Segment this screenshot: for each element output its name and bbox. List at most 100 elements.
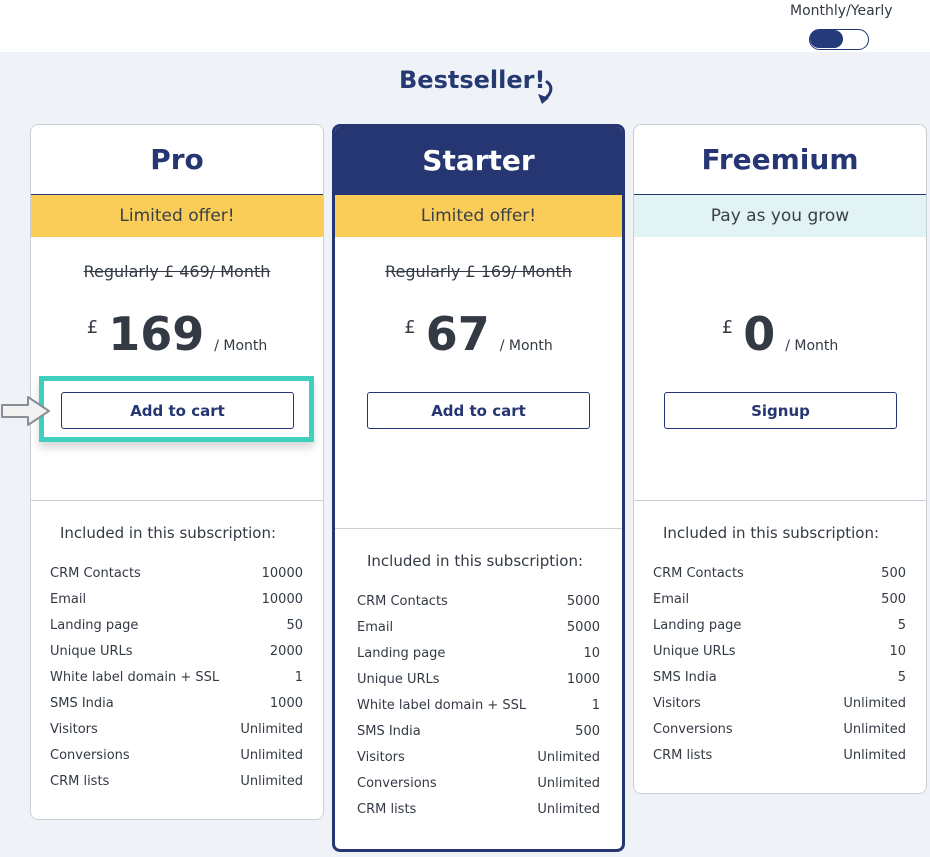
feature-label: Visitors xyxy=(357,750,405,765)
feature-row: Visitors Unlimited xyxy=(357,750,600,776)
add-to-cart-button[interactable]: Add to cart xyxy=(61,392,294,429)
included-title: Included in this subscription: xyxy=(663,524,880,542)
divider xyxy=(31,500,323,501)
feature-list: CRM Contacts 5000 Email 5000 Landing page 10 U… xyxy=(357,594,600,828)
feature-value: 10000 xyxy=(261,592,303,607)
feature-label: Visitors xyxy=(653,696,701,711)
feature-row: Visitors Unlimited xyxy=(653,696,906,722)
feature-label: Email xyxy=(357,620,394,635)
divider xyxy=(634,500,926,501)
feature-row: Visitors Unlimited xyxy=(50,722,303,748)
feature-label: Email xyxy=(653,592,690,607)
price: £169 / Month xyxy=(31,309,323,359)
feature-row: Conversions Unlimited xyxy=(653,722,906,748)
feature-row: CRM Contacts 500 xyxy=(653,566,906,592)
add-to-cart-button[interactable]: Add to cart xyxy=(367,392,590,429)
price-period: / Month xyxy=(214,338,268,354)
feature-label: Unique URLs xyxy=(50,644,133,659)
feature-row: Unique URLs 10 xyxy=(653,644,906,670)
price-period: / Month xyxy=(499,338,553,354)
regular-price: Regularly £ 469/ Month xyxy=(83,262,271,281)
feature-row: Email 5000 xyxy=(357,620,600,646)
bestseller-label: Bestseller! xyxy=(399,66,546,94)
feature-value: Unlimited xyxy=(240,774,303,789)
feature-value: 10000 xyxy=(261,566,303,581)
divider xyxy=(335,528,622,529)
feature-value: Unlimited xyxy=(537,802,600,817)
feature-value: Unlimited xyxy=(537,776,600,791)
feature-row: Email 10000 xyxy=(50,592,303,618)
currency-symbol: £ xyxy=(721,317,734,338)
billing-toggle[interactable] xyxy=(809,29,869,50)
feature-value: 500 xyxy=(881,592,906,607)
feature-value: 2000 xyxy=(269,644,303,659)
feature-row: CRM Contacts 10000 xyxy=(50,566,303,592)
feature-value: 5000 xyxy=(566,620,600,635)
feature-row: White label domain + SSL 1 xyxy=(50,670,303,696)
plan-card-pro: Pro Limited offer! Regularly £ 469/ Mont… xyxy=(30,124,324,820)
feature-label: Landing page xyxy=(357,646,446,661)
feature-row: Unique URLs 1000 xyxy=(357,672,600,698)
feature-value: Unlimited xyxy=(843,722,906,737)
feature-row: SMS India 500 xyxy=(357,724,600,750)
feature-value: 1000 xyxy=(269,696,303,711)
feature-row: Landing page 50 xyxy=(50,618,303,644)
feature-list: CRM Contacts 10000 Email 10000 Landing page 5… xyxy=(50,566,303,800)
offer-banner: Pay as you grow xyxy=(634,195,926,237)
offer-banner: Limited offer! xyxy=(335,195,622,237)
feature-label: White label domain + SSL xyxy=(50,670,220,685)
feature-value: Unlimited xyxy=(843,696,906,711)
feature-value: 500 xyxy=(575,724,600,739)
feature-value: 500 xyxy=(881,566,906,581)
feature-label: Conversions xyxy=(357,776,437,791)
included-title: Included in this subscription: xyxy=(60,524,277,542)
feature-list: CRM Contacts 500 Email 500 Landing page 5 Uniq… xyxy=(653,566,906,774)
feature-value: Unlimited xyxy=(843,748,906,763)
feature-row: Unique URLs 2000 xyxy=(50,644,303,670)
feature-label: Landing page xyxy=(653,618,742,633)
billing-toggle-label: Monthly/Yearly xyxy=(790,3,893,19)
pointer-arrow-icon xyxy=(1,396,50,426)
price: £67 / Month xyxy=(335,309,622,359)
feature-label: Email xyxy=(50,592,87,607)
feature-label: Conversions xyxy=(50,748,130,763)
plan-card-starter: Starter Limited offer! Regularly £ 169/ … xyxy=(332,124,625,852)
feature-label: CRM Contacts xyxy=(50,566,141,581)
currency-symbol: £ xyxy=(86,317,99,338)
feature-label: Conversions xyxy=(653,722,733,737)
feature-row: SMS India 1000 xyxy=(50,696,303,722)
feature-value: 1000 xyxy=(566,672,600,687)
price-amount: 67 xyxy=(425,307,490,361)
feature-label: CRM Contacts xyxy=(653,566,744,581)
plan-name: Freemium xyxy=(634,125,926,195)
price-period: / Month xyxy=(785,338,839,354)
feature-row: Conversions Unlimited xyxy=(50,748,303,774)
feature-value: 10 xyxy=(583,646,600,661)
feature-row: White label domain + SSL 1 xyxy=(357,698,600,724)
feature-value: 10 xyxy=(889,644,906,659)
top-bar: Monthly/Yearly xyxy=(0,0,930,52)
feature-label: CRM Contacts xyxy=(357,594,448,609)
feature-value: 50 xyxy=(286,618,303,633)
price-amount: 169 xyxy=(108,307,205,361)
currency-symbol: £ xyxy=(404,317,416,338)
regular-price: Regularly £ 169/ Month xyxy=(385,262,572,281)
feature-value: Unlimited xyxy=(240,748,303,763)
signup-button[interactable]: Signup xyxy=(664,392,897,429)
feature-value: 5 xyxy=(897,618,906,633)
feature-row: SMS India 5 xyxy=(653,670,906,696)
feature-label: CRM lists xyxy=(50,774,110,789)
plan-name: Starter xyxy=(335,127,622,195)
curved-arrow-icon xyxy=(538,80,553,104)
feature-label: Landing page xyxy=(50,618,139,633)
feature-label: Visitors xyxy=(50,722,98,737)
feature-value: Unlimited xyxy=(240,722,303,737)
price: £0 / Month xyxy=(634,309,926,359)
feature-value: Unlimited xyxy=(537,750,600,765)
feature-row: Landing page 5 xyxy=(653,618,906,644)
plan-name: Pro xyxy=(31,125,323,195)
feature-label: SMS India xyxy=(50,696,114,711)
feature-label: SMS India xyxy=(653,670,717,685)
feature-label: CRM lists xyxy=(653,748,713,763)
price-amount: 0 xyxy=(743,307,776,361)
